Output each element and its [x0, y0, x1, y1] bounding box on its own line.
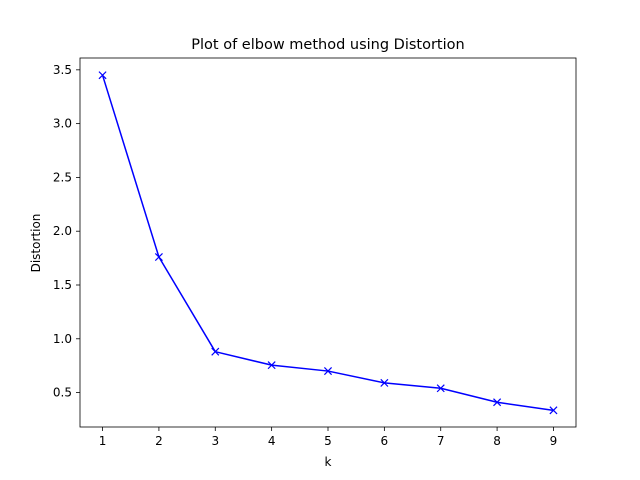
data-point-k5: [323, 367, 333, 376]
y-tick-label-0.5: 0.5: [53, 386, 72, 400]
x-tick-label-7: 7: [437, 434, 445, 448]
x-tick-label-2: 2: [155, 434, 163, 448]
y-tick-label-1.0: 1.0: [53, 332, 72, 346]
y-tick-label-3.0: 3.0: [53, 117, 72, 131]
data-point-k6: [380, 378, 389, 387]
y-tick-label-1.5: 1.5: [53, 278, 72, 292]
data-point-k8: [493, 398, 502, 407]
x-tick-label-4: 4: [268, 434, 276, 448]
data-point-k1: [98, 71, 107, 80]
data-point-k9: [549, 406, 558, 415]
x-tick-label-9: 9: [550, 434, 558, 448]
x-tick-label-8: 8: [493, 434, 501, 448]
x-tick-label-1: 1: [99, 434, 107, 448]
y-axis-label: Distortion: [29, 214, 43, 273]
data-point-k2: [154, 252, 163, 262]
x-tick-label-3: 3: [211, 434, 219, 448]
x-tick-label-6: 6: [381, 434, 389, 448]
plot-area: 1 2 3 4 5 6 7 8 9 0.5 1.0 1.5 2.0 2.5 3.0 3.5: [53, 63, 558, 448]
data-point-k7: [436, 384, 445, 393]
data-point-k4: [267, 361, 276, 370]
chart-title: Plot of elbow method using Distortion: [191, 37, 464, 53]
y-tick-label-3.5: 3.5: [53, 63, 72, 77]
axes-frame: [79, 57, 577, 428]
data-point-k3: [211, 347, 220, 356]
y-tick-label-2.5: 2.5: [53, 170, 72, 184]
x-tick-label-5: 5: [324, 434, 332, 448]
y-tick-label-2.0: 2.0: [53, 224, 72, 238]
x-axis-label: k: [325, 455, 332, 469]
